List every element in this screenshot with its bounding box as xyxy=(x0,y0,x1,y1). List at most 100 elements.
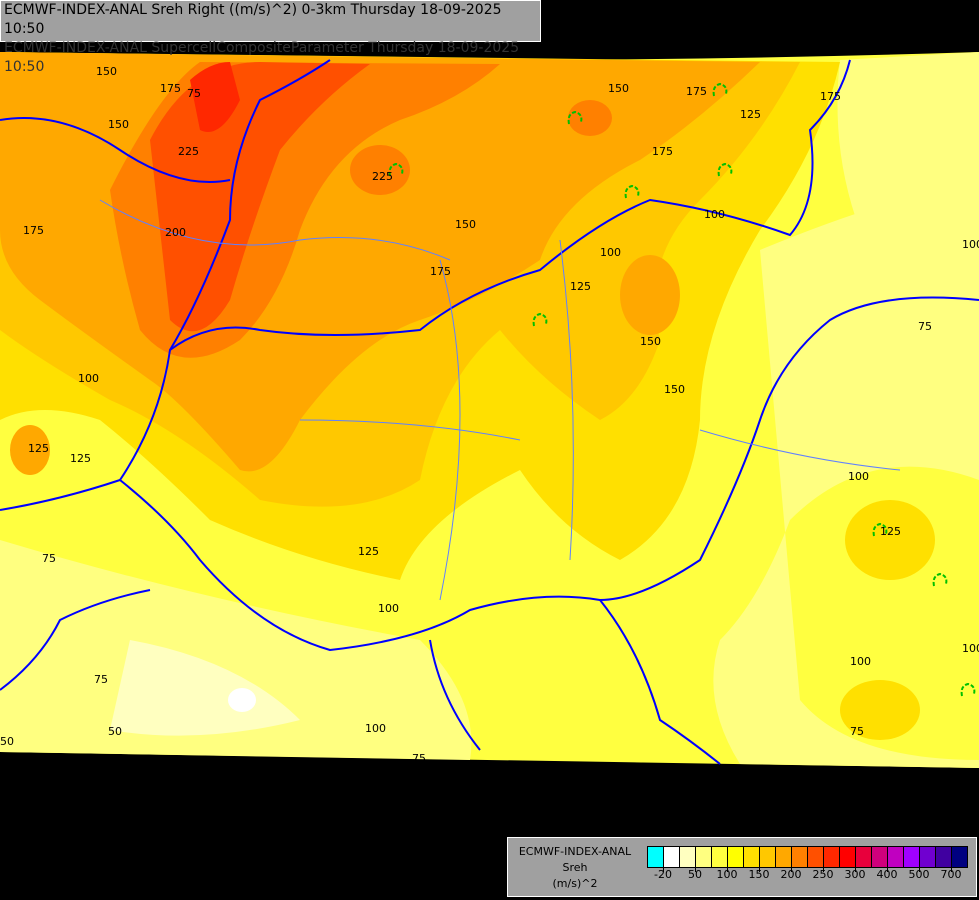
contour-label: 125 xyxy=(570,280,591,293)
contour-zone-175 xyxy=(620,255,680,335)
legend-swatch xyxy=(952,847,967,867)
country-border xyxy=(0,296,979,652)
contour-label: 100 xyxy=(78,372,99,385)
contour-zone-200 xyxy=(350,145,410,195)
scp-contour xyxy=(712,82,728,97)
contour-label: 75 xyxy=(412,752,426,765)
contour-zone-75 xyxy=(837,52,979,300)
contour-label: 150 xyxy=(608,82,629,95)
legend-swatch xyxy=(792,847,808,867)
legend-tick-label: 100 xyxy=(716,868,738,881)
scp-contour xyxy=(388,162,404,177)
legend-swatch xyxy=(808,847,824,867)
contour-label: 100 xyxy=(365,722,386,735)
legend-tick-mark xyxy=(791,867,792,872)
country-border xyxy=(599,599,721,765)
legend-tick-mark xyxy=(823,867,824,872)
contour-label: 50 xyxy=(0,735,14,748)
contour-label: 125 xyxy=(740,108,761,121)
legend-tick-label: 400 xyxy=(876,868,898,881)
contour-label: 50 xyxy=(108,725,122,738)
legend-tick-mark xyxy=(727,867,728,872)
country-border xyxy=(119,59,851,481)
contour-label: 100 xyxy=(850,655,871,668)
legend-swatch xyxy=(680,847,696,867)
legend-tick-label: 300 xyxy=(844,868,866,881)
legend-swatch xyxy=(712,847,728,867)
contour-label: 75 xyxy=(42,552,56,565)
scp-contour xyxy=(960,682,976,697)
contour-label: 100 xyxy=(848,470,869,483)
river xyxy=(439,259,461,601)
legend-variable: Sreh xyxy=(562,861,588,874)
contour-label: 150 xyxy=(96,65,117,78)
legend-colorbar xyxy=(647,846,968,868)
scp-contour xyxy=(624,184,640,199)
scp-contour xyxy=(932,572,948,587)
river xyxy=(559,239,574,561)
legend-swatch xyxy=(840,847,856,867)
contour-zone-75 xyxy=(713,180,979,768)
title-line-sreh: ECMWF-INDEX-ANAL Sreh Right ((m/s)^2) 0-… xyxy=(4,2,502,37)
contour-zone-175 xyxy=(10,425,50,475)
country-border xyxy=(169,59,331,351)
legend-swatch xyxy=(664,847,680,867)
legend-swatch xyxy=(888,847,904,867)
contour-label: 125 xyxy=(70,452,91,465)
contour-label: 175 xyxy=(430,265,451,278)
legend-tick-label: 50 xyxy=(688,868,702,881)
contour-zone-min xyxy=(228,688,256,712)
contour-zone-125 xyxy=(840,680,920,740)
contour-label: 100 xyxy=(378,602,399,615)
legend-tick-mark xyxy=(951,867,952,872)
legend-tick-label: 150 xyxy=(748,868,770,881)
legend-tick-mark xyxy=(663,867,664,872)
contour-label: 75 xyxy=(94,673,108,686)
legend-tick-label: 200 xyxy=(780,868,802,881)
contour-zone-125 xyxy=(845,500,935,580)
legend-unit: (m/s)^2 xyxy=(552,877,598,890)
legend-tick-label: 500 xyxy=(908,868,930,881)
contour-label: 150 xyxy=(640,335,661,348)
legend-tick-label: 250 xyxy=(812,868,834,881)
contour-label: 175 xyxy=(686,85,707,98)
contour-label: 75 xyxy=(187,87,201,100)
legend-swatch xyxy=(744,847,760,867)
scp-contour xyxy=(872,522,888,537)
legend-swatch xyxy=(760,847,776,867)
country-border xyxy=(0,589,151,691)
legend-swatch xyxy=(776,847,792,867)
legend-model: ECMWF-INDEX-ANAL xyxy=(518,845,632,858)
legend-swatch xyxy=(856,847,872,867)
color-legend: ECMWF-INDEX-ANAL Sreh (m/s)^2 -20 50 100 15… xyxy=(507,837,977,897)
river xyxy=(699,429,901,471)
country-border xyxy=(0,117,231,183)
contour-label: 125 xyxy=(28,442,49,455)
legend-tick-mark xyxy=(919,867,920,872)
contour-label: 225 xyxy=(372,170,393,183)
map-title: ECMWF-INDEX-ANAL Sreh Right ((m/s)^2) 0-… xyxy=(0,0,541,75)
contour-label: 75 xyxy=(918,320,932,333)
contour-zone-50 xyxy=(110,640,300,736)
scp-contour xyxy=(532,312,548,327)
contour-label: 150 xyxy=(455,218,476,231)
contour-label: 175 xyxy=(160,82,181,95)
contour-label: 100 xyxy=(962,642,979,655)
contour-label: 225 xyxy=(178,145,199,158)
legend-swatch xyxy=(696,847,712,867)
legend-swatch xyxy=(872,847,888,867)
legend-swatch xyxy=(648,847,664,867)
scp-contour xyxy=(567,110,583,125)
title-line-scp: ECMWF-INDEX-ANAL SupercellCompositeParam… xyxy=(4,40,520,75)
contour-zone-200 xyxy=(568,100,612,136)
contour-label: 150 xyxy=(664,383,685,396)
legend-tick-mark xyxy=(855,867,856,872)
legend-swatch xyxy=(936,847,952,867)
contour-label: 175 xyxy=(652,145,673,158)
legend-tick-label: -20 xyxy=(654,868,672,881)
contour-label: 125 xyxy=(880,525,901,538)
contour-label: 100 xyxy=(600,246,621,259)
legend-swatch xyxy=(904,847,920,867)
